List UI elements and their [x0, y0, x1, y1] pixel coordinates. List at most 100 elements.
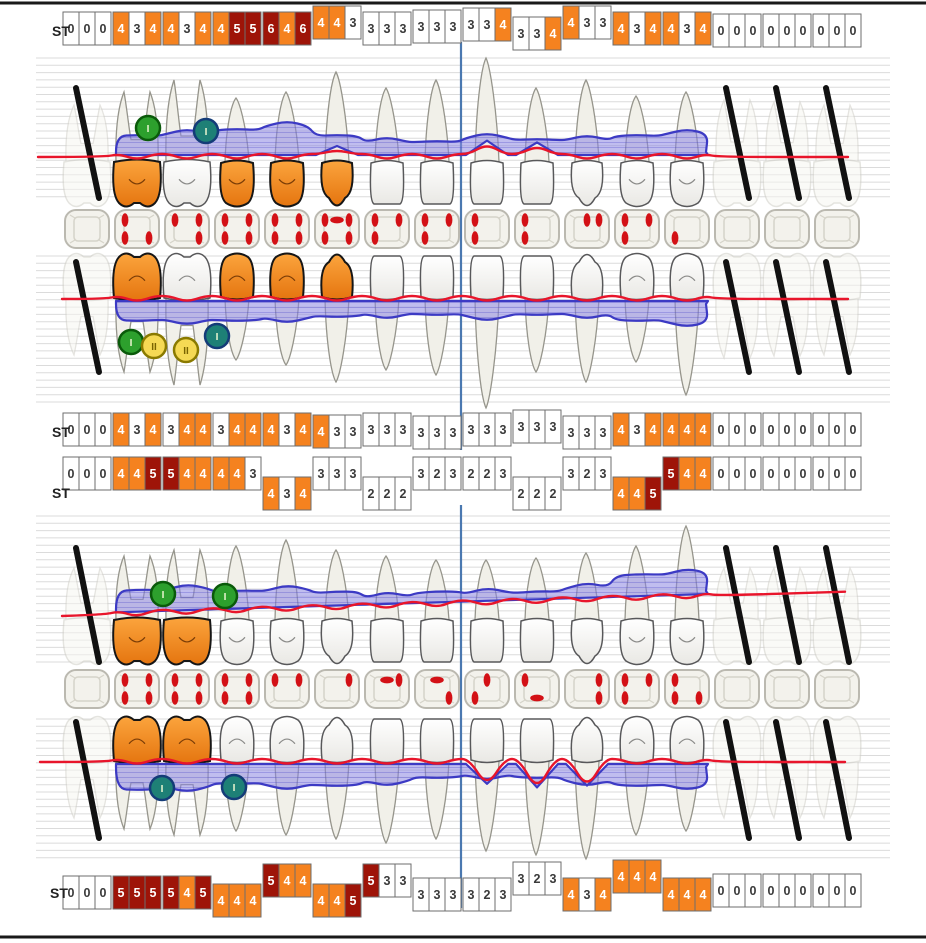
st-value-cell[interactable]: 4 [212, 456, 230, 491]
st-value-cell[interactable]: 3 [444, 877, 462, 912]
st-value-cell[interactable]: 4 [244, 412, 262, 447]
st-value-cell[interactable]: 0 [728, 13, 746, 48]
st-value-cell[interactable]: 3 [512, 409, 530, 444]
st-value-cell[interactable]: 0 [744, 13, 762, 48]
st-value-cell[interactable]: 4 [644, 11, 662, 46]
tooth-mandible-buccal-view-slot-9[interactable] [469, 718, 505, 853]
st-value-cell[interactable]: 6 [262, 11, 280, 46]
st-value-cell[interactable]: 4 [644, 859, 662, 894]
st-value-cell[interactable]: 0 [728, 873, 746, 908]
st-value-cell[interactable]: 3 [412, 9, 430, 44]
st-value-cell[interactable]: 4 [194, 456, 212, 491]
st-value-cell[interactable]: 4 [294, 476, 312, 511]
st-value-cell[interactable]: 4 [178, 875, 196, 910]
st-value-cell[interactable]: 3 [362, 11, 380, 46]
st-value-cell[interactable]: 0 [78, 412, 96, 447]
st-value-cell[interactable]: 5 [112, 875, 130, 910]
occlusal-tooth-mandible-occlusal-5[interactable] [264, 669, 310, 709]
st-value-cell[interactable]: 0 [94, 456, 112, 491]
st-value-cell[interactable]: 3 [444, 9, 462, 44]
st-value-cell[interactable]: 2 [394, 476, 412, 511]
st-value-cell[interactable]: 3 [278, 412, 296, 447]
occlusal-tooth-mandible-occlusal-10[interactable] [514, 669, 560, 709]
st-value-cell[interactable]: 0 [762, 412, 780, 447]
st-value-cell[interactable]: 0 [828, 873, 846, 908]
st-value-cell[interactable]: 4 [212, 883, 230, 918]
tooth-mandible-buccal-view-slot-16[interactable] [812, 715, 862, 820]
occlusal-tooth-mandible-occlusal-8[interactable] [414, 669, 460, 709]
st-value-cell[interactable]: 0 [94, 11, 112, 46]
st-value-cell[interactable]: 4 [312, 883, 330, 918]
occlusal-tooth-mandible-occlusal-3[interactable] [164, 669, 210, 709]
st-value-cell[interactable]: 3 [428, 877, 446, 912]
st-value-cell[interactable]: 3 [594, 5, 612, 40]
st-value-cell[interactable]: 4 [678, 877, 696, 912]
st-value-cell[interactable]: 2 [428, 456, 446, 491]
st-value-cell[interactable]: 5 [362, 863, 380, 898]
tooth-maxilla-palatal-view-slot-8[interactable] [419, 255, 455, 377]
st-value-cell[interactable]: 4 [562, 877, 580, 912]
st-value-cell[interactable]: 5 [128, 875, 146, 910]
st-value-cell[interactable]: 3 [462, 877, 480, 912]
st-value-cell[interactable]: 3 [378, 412, 396, 447]
occlusal-tooth-maxilla-occlusal-6[interactable] [314, 209, 360, 249]
occlusal-tooth-mandible-occlusal-14[interactable] [714, 669, 760, 709]
st-value-cell[interactable]: 3 [394, 412, 412, 447]
st-value-cell[interactable]: 0 [828, 412, 846, 447]
st-value-cell[interactable]: 0 [78, 456, 96, 491]
tooth-mandible-lingual-view-slot-12[interactable] [619, 544, 655, 666]
st-value-cell[interactable]: 4 [178, 412, 196, 447]
st-value-cell[interactable]: 0 [744, 873, 762, 908]
st-value-cell[interactable]: 2 [362, 476, 380, 511]
tooth-mandible-buccal-view-slot-11[interactable] [570, 716, 604, 861]
tooth-mandible-lingual-view-slot-10[interactable] [519, 556, 555, 663]
tooth-maxilla-palatal-view-slot-6[interactable] [320, 253, 354, 384]
st-value-cell[interactable]: 4 [228, 883, 246, 918]
st-value-cell[interactable]: 4 [328, 883, 346, 918]
st-value-cell[interactable]: 4 [694, 11, 712, 46]
st-value-cell[interactable]: 4 [228, 456, 246, 491]
st-value-cell[interactable]: 2 [544, 476, 562, 511]
st-value-cell[interactable]: 0 [78, 11, 96, 46]
st-value-cell[interactable]: 4 [112, 456, 130, 491]
furcation-marker-grade-II[interactable]: II [140, 332, 168, 360]
st-value-cell[interactable]: 3 [312, 456, 330, 491]
tooth-mandible-lingual-view-slot-7[interactable] [369, 554, 405, 663]
st-value-cell[interactable]: 3 [578, 877, 596, 912]
st-value-cell[interactable]: 5 [228, 11, 246, 46]
st-value-cell[interactable]: 3 [478, 412, 496, 447]
occlusal-tooth-mandible-occlusal-1[interactable] [64, 669, 110, 709]
st-value-cell[interactable]: 3 [444, 456, 462, 491]
st-value-cell[interactable]: 3 [244, 456, 262, 491]
occlusal-tooth-maxilla-occlusal-13[interactable] [664, 209, 710, 249]
st-value-cell[interactable]: 0 [828, 456, 846, 491]
st-value-cell[interactable]: 4 [144, 11, 162, 46]
occlusal-tooth-maxilla-occlusal-16[interactable] [814, 209, 860, 249]
st-value-cell[interactable]: 4 [628, 476, 646, 511]
st-value-cell[interactable]: 3 [494, 456, 512, 491]
occlusal-tooth-mandible-occlusal-16[interactable] [814, 669, 860, 709]
st-value-cell[interactable]: 0 [744, 456, 762, 491]
st-value-cell[interactable]: 2 [512, 476, 530, 511]
st-value-cell[interactable]: 5 [162, 875, 180, 910]
st-value-cell[interactable]: 4 [228, 412, 246, 447]
st-value-cell[interactable]: 5 [262, 863, 280, 898]
st-value-cell[interactable]: 3 [594, 415, 612, 450]
st-value-cell[interactable]: 3 [328, 456, 346, 491]
furcation-marker-grade-I[interactable]: I [220, 773, 248, 801]
st-value-cell[interactable]: 3 [494, 412, 512, 447]
st-value-cell[interactable]: 4 [694, 456, 712, 491]
st-value-cell[interactable]: 0 [762, 873, 780, 908]
tooth-mandible-lingual-view-slot-9[interactable] [469, 559, 505, 663]
st-value-cell[interactable]: 3 [378, 863, 396, 898]
st-value-cell[interactable]: 4 [494, 7, 512, 42]
st-value-cell[interactable]: 5 [644, 476, 662, 511]
occlusal-tooth-mandible-occlusal-12[interactable] [614, 669, 660, 709]
tooth-mandible-lingual-view-slot-11[interactable] [570, 551, 604, 665]
st-value-cell[interactable]: 4 [594, 877, 612, 912]
st-value-cell[interactable]: 3 [428, 415, 446, 450]
st-value-cell[interactable]: 4 [194, 412, 212, 447]
st-value-cell[interactable]: 3 [512, 16, 530, 51]
st-value-cell[interactable]: 3 [128, 11, 146, 46]
st-value-cell[interactable]: 4 [294, 863, 312, 898]
